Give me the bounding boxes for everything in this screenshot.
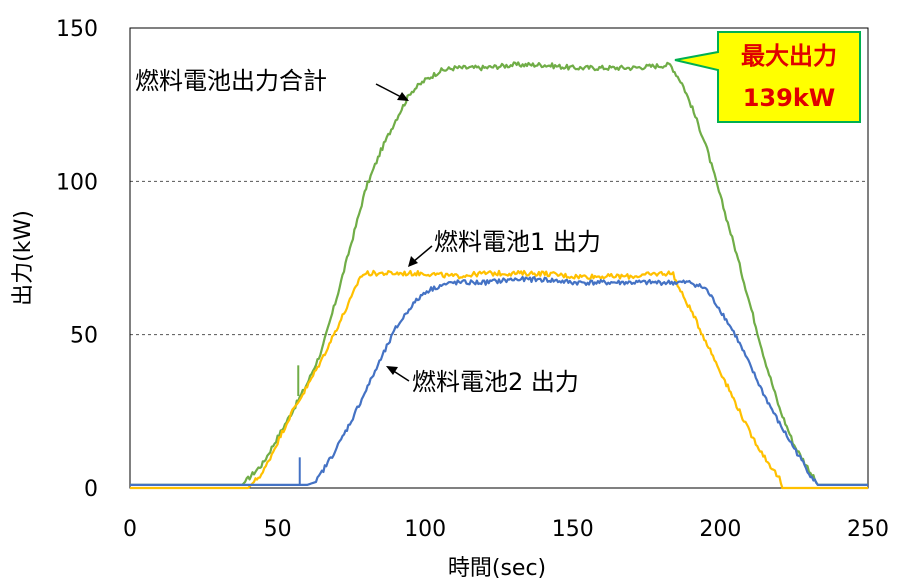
max-output-value: 139kW [743,84,836,112]
y-tick-label: 50 [70,324,98,349]
x-tick-label: 200 [699,517,741,542]
x-axis-title: 時間(sec) [448,556,546,581]
series-line-total [130,61,868,486]
y-tick-label: 150 [56,17,98,42]
y-tick-label: 100 [56,170,98,195]
x-tick-label: 100 [404,517,446,542]
series-line-fc1 [130,269,868,490]
x-tick-label: 150 [552,517,594,542]
grid-lines [130,180,868,336]
max-output-callout [674,31,861,123]
x-tick-label: 50 [264,517,292,542]
x-tick-label: 250 [847,517,889,542]
fc1-label-arrow [412,245,433,263]
y-axis-title: 出力(kW) [11,210,36,306]
series-line-fc2 [130,275,868,486]
x-tick-label: 0 [123,517,137,542]
y-tick-label: 0 [84,477,98,502]
total-label-arrow [375,83,404,99]
series-group [130,61,868,490]
max-output-title: 最大出力 [741,42,837,70]
fc1-series-label: 燃料電池1 出力 [434,228,601,256]
fc2-arrow-head [386,366,398,375]
total-arrow-head [397,92,409,101]
total-series-label: 燃料電池出力合計 [135,67,327,95]
fc1-arrow-head [408,256,418,267]
axis-ticks: 0 50 100 150 200 250 0 50 100 150 [56,17,889,542]
plot-area [129,27,869,489]
fc2-series-label: 燃料電池2 出力 [412,368,579,396]
